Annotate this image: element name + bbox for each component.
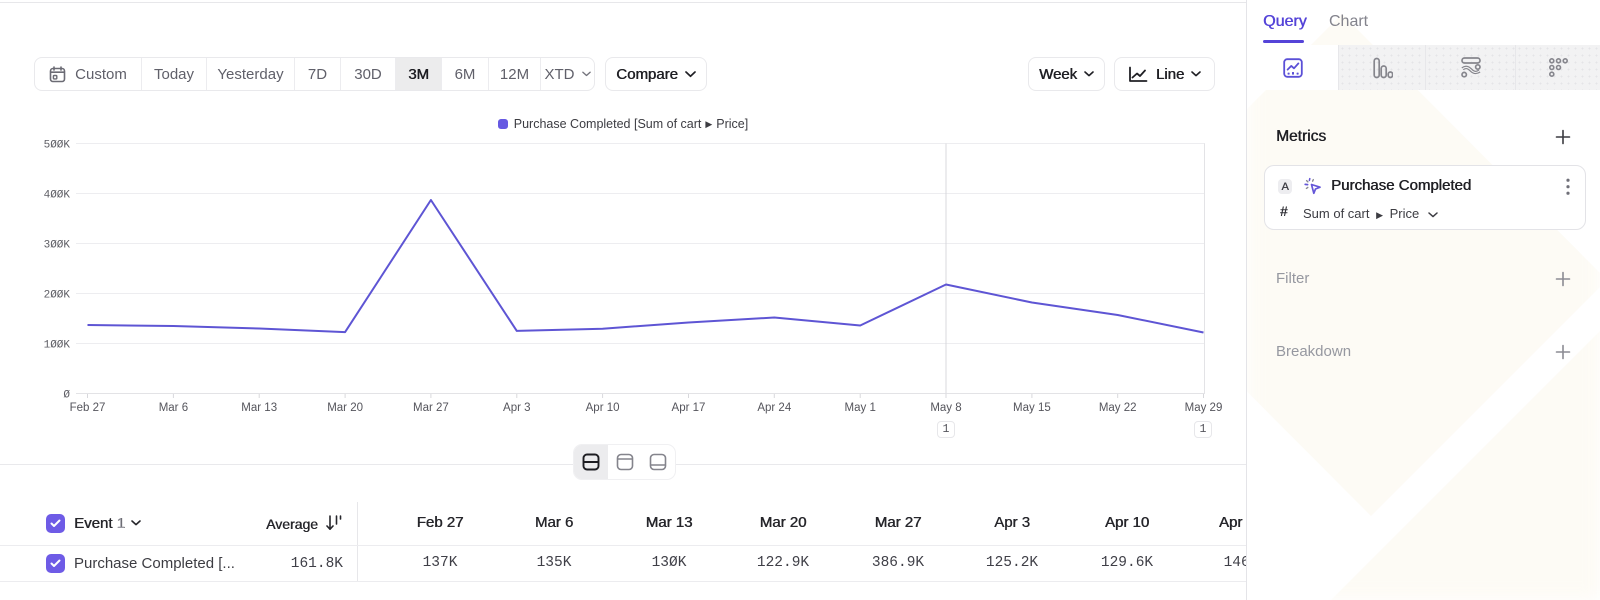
svg-text:May 22: May 22 xyxy=(1099,402,1137,414)
svg-text:May 1: May 1 xyxy=(845,402,876,414)
svg-text:Mar 27: Mar 27 xyxy=(413,402,449,414)
svg-text:3ØØK: 3ØØK xyxy=(44,240,71,252)
svg-text:Apr 3: Apr 3 xyxy=(503,402,531,414)
svg-text:2ØØK: 2ØØK xyxy=(44,290,71,302)
svg-text:Mar 20: Mar 20 xyxy=(327,402,363,414)
svg-text:Apr 10: Apr 10 xyxy=(586,402,620,414)
svg-text:May 15: May 15 xyxy=(1013,402,1051,414)
svg-text:4ØØK: 4ØØK xyxy=(44,190,71,202)
svg-text:Feb 27: Feb 27 xyxy=(70,402,106,414)
svg-text:5ØØK: 5ØØK xyxy=(44,140,71,152)
svg-text:May 29: May 29 xyxy=(1185,402,1223,414)
svg-text:Mar 13: Mar 13 xyxy=(241,402,277,414)
svg-text:1ØØK: 1ØØK xyxy=(44,340,71,352)
svg-text:Mar 6: Mar 6 xyxy=(159,402,188,414)
svg-text:Ø: Ø xyxy=(63,390,70,402)
svg-text:Apr 17: Apr 17 xyxy=(672,402,706,414)
svg-text:Apr 24: Apr 24 xyxy=(757,402,791,414)
svg-text:May 8: May 8 xyxy=(930,402,961,414)
